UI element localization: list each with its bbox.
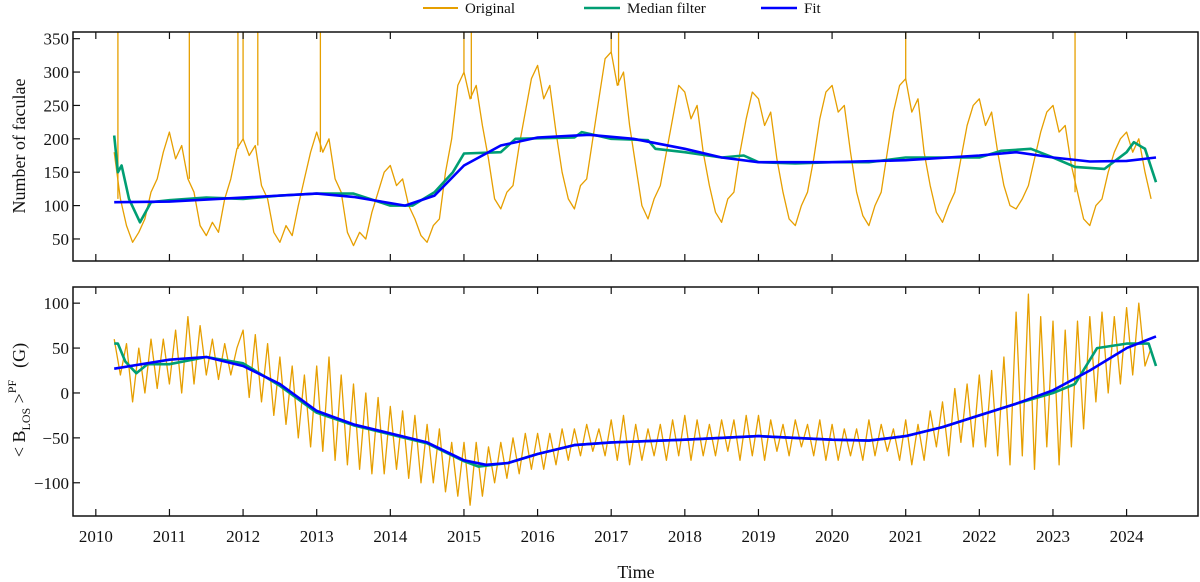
legend-label-median: Median filter <box>627 1 706 17</box>
legend-label-fit: Fit <box>804 1 822 17</box>
bottom-frame <box>72 286 1199 517</box>
top-series-fit <box>114 133 1157 207</box>
xtick-label: 2010 <box>79 527 113 546</box>
y-axis-label-bottom: < BLOS >PF (G) <box>5 343 33 457</box>
top-panel: 50 100 150 200 250 300 350 <box>44 30 1199 262</box>
bottom-plot-area <box>113 293 1158 506</box>
top-ytick-label: 250 <box>44 96 70 115</box>
legend-label-original: Original <box>465 1 515 17</box>
top-ytick-label: 50 <box>52 230 69 249</box>
bottom-ytick-label: −50 <box>42 429 69 448</box>
xtick-label: 2016 <box>521 527 555 546</box>
ylabel-unit: (G) <box>9 343 30 368</box>
xtick-label: 2012 <box>226 527 260 546</box>
xtick-label: 2011 <box>153 527 186 546</box>
xtick-label: 2019 <box>741 527 775 546</box>
xtick-label: 2015 <box>447 527 481 546</box>
xtick-label: 2017 <box>594 527 629 546</box>
top-ytick-label: 300 <box>44 63 70 82</box>
xtick-label: 2022 <box>962 527 996 546</box>
xtick-label: 2018 <box>668 527 702 546</box>
xtick-label: 2020 <box>815 527 849 546</box>
xtick-label: 2013 <box>300 527 334 546</box>
ylabel-subscript: LOS <box>19 408 33 431</box>
bottom-ytick-label: 50 <box>52 339 69 358</box>
bottom-panel: −100 −50 0 50 100 2010 2011 2012 2013 2014 2015 201… <box>34 286 1199 546</box>
x-axis-label: Time <box>617 562 654 582</box>
xtick-label: 2024 <box>1110 527 1145 546</box>
xtick-label: 2021 <box>889 527 923 546</box>
top-series-median-filter <box>112 130 1158 224</box>
bottom-ytick-label: 0 <box>61 384 70 403</box>
ylabel-close: > <box>9 393 29 408</box>
bottom-ytick-label: −100 <box>34 474 69 493</box>
top-frame <box>72 31 1199 262</box>
top-series-original <box>113 51 1152 247</box>
top-ytick-label: 350 <box>44 30 70 49</box>
xtick-label: 2014 <box>373 527 408 546</box>
top-ytick-label: 150 <box>44 163 70 182</box>
top-plot-area <box>112 32 1158 247</box>
bottom-series-median-filter <box>114 342 1158 468</box>
y-axis-label-top: Number of faculae <box>9 79 29 214</box>
ylabel-superscript: PF <box>5 380 19 394</box>
xtick-label: 2023 <box>1036 527 1070 546</box>
top-ytick-label: 200 <box>44 130 70 149</box>
bottom-series-original <box>113 293 1152 506</box>
bottom-ytick-label: 100 <box>44 294 70 313</box>
ylabel-open: < B <box>9 431 29 458</box>
bottom-series-fit <box>113 335 1157 467</box>
legend: Original Median filter Fit <box>423 1 822 17</box>
top-ytick-label: 100 <box>44 197 70 216</box>
